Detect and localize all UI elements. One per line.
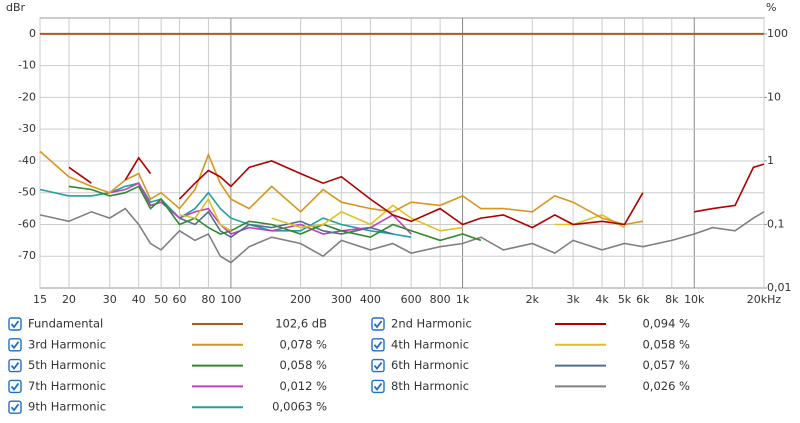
x-tick-label: 100: [220, 293, 241, 306]
legend-label: 2nd Harmonic: [391, 317, 472, 331]
y-tick-label: -30: [18, 122, 36, 135]
y2-tick-label: 0,1: [767, 217, 785, 230]
x-tick-label: 3k: [566, 293, 580, 306]
x-tick-label: 600: [401, 293, 422, 306]
series-line: [109, 182, 412, 235]
series-line: [39, 150, 644, 226]
legend-label: 9th Harmonic: [28, 400, 106, 414]
legend-label: 7th Harmonic: [28, 379, 106, 393]
y-tick-label: -60: [18, 217, 36, 230]
y-axis-title: dBr: [6, 1, 26, 14]
legend-checkmark: [373, 341, 383, 350]
x-tick-label: 20kHz: [747, 293, 782, 306]
x-tick-label: 400: [360, 293, 381, 306]
x-tick-label: 30: [103, 293, 117, 306]
series-line: [39, 182, 412, 238]
legend-checkbox[interactable]: [371, 358, 385, 373]
y2-tick-label: 1: [767, 154, 774, 167]
x-tick-label: 4k: [595, 293, 609, 306]
legend-checkbox[interactable]: [8, 338, 22, 352]
y-tick-label: -50: [18, 186, 36, 199]
legend-checkmark: [10, 341, 20, 350]
y-tick-label: -20: [18, 90, 36, 103]
series-line: [39, 207, 765, 264]
legend-level: 0,057 %: [642, 358, 690, 372]
legend-checkmark: [10, 362, 20, 371]
x-tick-label: 10k: [684, 293, 705, 306]
legend-checkbox[interactable]: [371, 338, 385, 352]
y-tick-label: -40: [18, 154, 36, 167]
legend-checkbox[interactable]: [8, 379, 22, 394]
legend-checkbox[interactable]: [371, 379, 385, 394]
legend-level: 0,0063 %: [272, 400, 327, 414]
legend-checkbox[interactable]: [371, 317, 385, 331]
legend-checkbox[interactable]: [8, 317, 22, 331]
x-tick-label: 300: [331, 293, 352, 306]
x-tick-label: 40: [132, 293, 146, 306]
legend-level: 102,6 dB: [275, 317, 327, 331]
x-tick-label: 50: [154, 293, 168, 306]
legend-label: 8th Harmonic: [391, 379, 469, 393]
x-tick-label: 6k: [636, 293, 650, 306]
legend-checkmark: [10, 403, 20, 412]
legend-level: 0,058 %: [642, 337, 690, 351]
y2-tick-label: 100: [767, 27, 788, 40]
series-line: [179, 210, 394, 239]
y2-tick-label: 10: [767, 90, 781, 103]
y-tick-label: -10: [18, 59, 36, 72]
legend-checkbox[interactable]: [8, 358, 22, 373]
x-tick-label: 80: [201, 293, 215, 306]
legend-checkmark: [373, 382, 383, 391]
legend-level: 0,012 %: [279, 379, 327, 393]
series-line: [68, 156, 765, 229]
legend-level: 0,058 %: [279, 358, 327, 372]
x-tick-label: 2k: [526, 293, 540, 306]
x-tick-label: 15: [33, 293, 47, 306]
legend-level: 0,026 %: [642, 379, 690, 393]
legend-checkmark: [373, 320, 383, 329]
legend-level: 0,094 %: [642, 317, 690, 331]
legend-level: 0,078 %: [279, 337, 327, 351]
x-tick-label: 8k: [665, 293, 679, 306]
x-tick-label: 200: [290, 293, 311, 306]
x-tick-label: 60: [172, 293, 186, 306]
legend-label: 3rd Harmonic: [28, 337, 106, 351]
legend-checkmark: [10, 320, 20, 329]
legend-label: 6th Harmonic: [391, 358, 469, 372]
x-tick-label: 20: [62, 293, 76, 306]
legend-checkbox[interactable]: [8, 400, 22, 414]
x-tick-label: 1k: [456, 293, 470, 306]
y2-tick-label: 0,01: [767, 281, 792, 294]
y-tick-label: 0: [29, 27, 36, 40]
y2-axis-title: %: [766, 1, 776, 14]
legend-checkmark: [10, 382, 20, 391]
legend-label: 5th Harmonic: [28, 358, 106, 372]
x-tick-label: 5k: [618, 293, 632, 306]
legend-label: 4th Harmonic: [391, 337, 469, 351]
y-tick-label: -70: [18, 249, 36, 262]
legend-checkmark: [373, 362, 383, 371]
legend-label: Fundamental: [28, 317, 103, 331]
x-tick-label: 800: [430, 293, 451, 306]
